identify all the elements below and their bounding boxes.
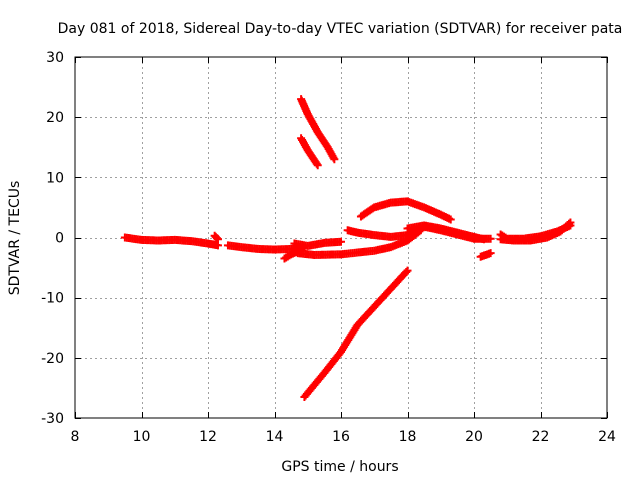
y-tick-label: 0: [55, 231, 64, 247]
series-12: [403, 221, 488, 244]
data-point: [313, 161, 322, 170]
data-point: [213, 235, 222, 244]
axis-ticks: 8 10 12 14 16 18 20 22 24 -30 -20 -10 0 10 20 30: [41, 50, 616, 445]
x-tick-label: 12: [199, 429, 217, 445]
series-15: [496, 218, 575, 245]
series-9: [300, 266, 412, 401]
x-tick-label: 22: [532, 429, 550, 445]
data-point: [330, 155, 339, 164]
x-tick-label: 10: [133, 429, 151, 445]
series-1: [120, 233, 222, 250]
data-point: [212, 234, 221, 243]
data-point: [403, 266, 412, 275]
data-point: [402, 267, 411, 276]
data-point: [337, 237, 345, 246]
series-5: [290, 237, 345, 250]
series-7: [297, 95, 339, 164]
y-tick-label: 20: [46, 110, 64, 126]
x-tick-label: 16: [332, 429, 350, 445]
x-tick-label: 14: [266, 429, 284, 445]
x-tick-label: 20: [465, 429, 483, 445]
x-tick-label: 18: [399, 429, 417, 445]
x-axis-title: GPS time / hours: [281, 459, 398, 475]
y-tick-label: -20: [41, 351, 64, 367]
y-axis-title: SDTVAR / TECUs: [7, 181, 23, 296]
x-tick-label: 8: [71, 429, 80, 445]
data-point: [565, 219, 573, 228]
x-tick-label: 24: [598, 429, 616, 445]
series-11: [356, 197, 455, 224]
y-tick-label: -30: [41, 411, 64, 427]
data-points: [120, 95, 575, 401]
series-2: [210, 231, 222, 244]
data-point: [446, 215, 455, 224]
y-tick-label: 30: [46, 50, 64, 66]
series-13: [476, 249, 495, 261]
data-point: [566, 218, 575, 227]
chart-title: Day 081 of 2018, Sidereal Day-to-day VTE…: [58, 21, 623, 37]
data-point: [486, 249, 495, 258]
series-8: [297, 134, 322, 170]
data-point: [479, 235, 488, 244]
y-tick-label: -10: [41, 291, 64, 307]
y-tick-label: 10: [46, 170, 64, 186]
series-6: [293, 226, 425, 259]
